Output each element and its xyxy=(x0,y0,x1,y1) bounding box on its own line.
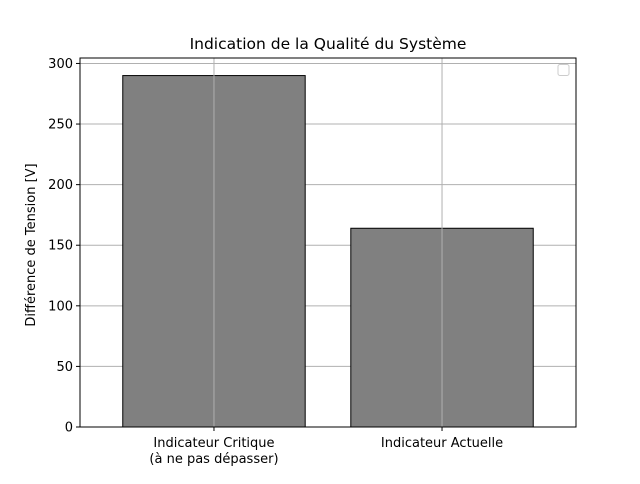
y-tick-label: 150 xyxy=(48,239,73,254)
y-tick-label: 300 xyxy=(48,57,73,72)
y-tick-label: 200 xyxy=(48,178,73,193)
x-tick-label: Indicateur Critique xyxy=(153,436,274,451)
x-tick-label: Indicateur Actuelle xyxy=(381,436,503,451)
y-tick-label: 100 xyxy=(48,299,73,314)
x-grid-lines xyxy=(213,58,443,427)
legend-box xyxy=(557,64,570,76)
y-tick-label: 50 xyxy=(56,360,73,375)
bars xyxy=(122,75,534,428)
y-axis-label: Différence de Tension [V] xyxy=(24,163,39,326)
y-tick-label: 0 xyxy=(65,421,73,436)
y-axis-ticks: 0 50 100 150 200 250 300 xyxy=(48,57,80,436)
y-tick-label: 250 xyxy=(48,118,73,133)
plot-area-frame xyxy=(79,57,577,428)
x-axis-ticks: Indicateur Critique(à ne pas dépasser) In… xyxy=(149,427,503,467)
x-tick-label: (à ne pas dépasser) xyxy=(149,452,278,467)
chart-title: Indication de la Qualité du Système xyxy=(190,35,467,53)
